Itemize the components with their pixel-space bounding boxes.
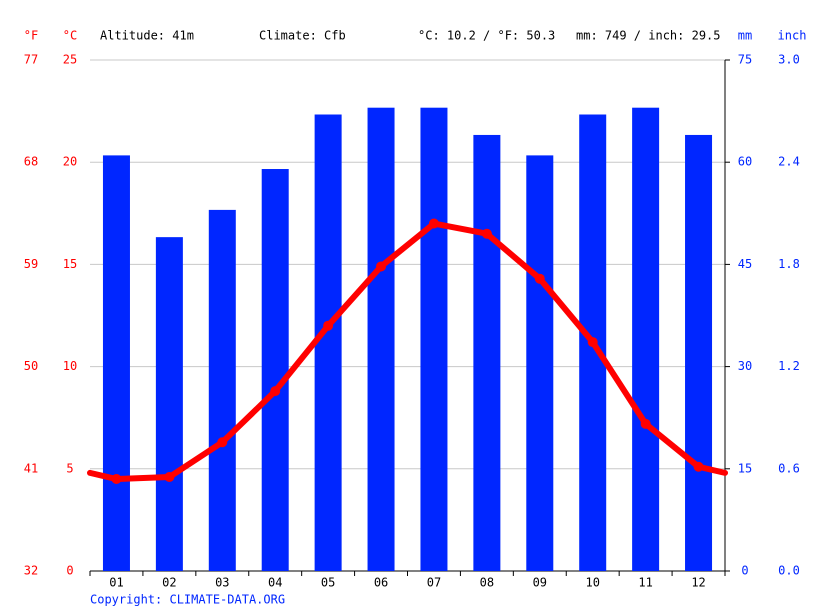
y-tick-label: 0 xyxy=(66,564,73,578)
point xyxy=(376,261,387,272)
bar xyxy=(685,134,713,572)
y2-tick-label: 2.4 xyxy=(778,155,800,169)
y-tick-label: 5 xyxy=(66,461,73,475)
x-tick-label: 01 xyxy=(109,576,123,590)
axis-unit: °F xyxy=(24,29,38,43)
y-tick-label: 32 xyxy=(24,564,38,578)
precip-total: mm: 749 / inch: 29.5 xyxy=(576,29,721,43)
x-tick-label: 10 xyxy=(585,576,599,590)
y-tick-label: 20 xyxy=(63,155,77,169)
point xyxy=(323,320,334,331)
y2-tick-label: 30 xyxy=(738,359,752,373)
y2-tick-label: 1.2 xyxy=(778,359,800,373)
axis-unit: °C xyxy=(63,29,77,43)
y-tick-label: 25 xyxy=(63,53,77,67)
y-tick-label: 50 xyxy=(24,359,38,373)
bar xyxy=(473,134,501,572)
temp-line xyxy=(116,220,701,483)
point xyxy=(534,273,545,284)
copyright: Copyright: CLIMATE-DATA.ORG xyxy=(90,593,285,607)
point xyxy=(217,437,228,448)
bar xyxy=(155,237,183,571)
bar xyxy=(261,169,289,571)
x-tick-label: 09 xyxy=(533,576,547,590)
y-tick-label: 68 xyxy=(24,155,38,169)
axis-unit: inch xyxy=(778,29,807,43)
point xyxy=(640,418,651,429)
temp-avg: °C: 10.2 / °F: 50.3 xyxy=(418,29,555,43)
x-tick-label: 08 xyxy=(480,576,494,590)
y2-tick-label: 0 xyxy=(741,564,748,578)
y2-tick-label: 3.0 xyxy=(778,53,800,67)
x-tick-label: 11 xyxy=(638,576,652,590)
axis-unit: mm xyxy=(738,29,752,43)
y-tick-label: 10 xyxy=(63,359,77,373)
bar xyxy=(526,155,554,572)
x-tick-label: 07 xyxy=(427,576,441,590)
point xyxy=(270,386,281,397)
point xyxy=(428,218,439,229)
bar xyxy=(208,209,236,572)
y2-tick-label: 0.0 xyxy=(778,564,800,578)
y2-tick-label: 1.8 xyxy=(778,257,800,271)
bar xyxy=(314,114,342,572)
point xyxy=(587,337,598,348)
y-tick-label: 59 xyxy=(24,257,38,271)
x-tick-label: 04 xyxy=(268,576,282,590)
y2-tick-label: 45 xyxy=(738,257,752,271)
bar xyxy=(632,107,660,572)
point xyxy=(111,474,122,485)
altitude: Altitude: 41m xyxy=(100,29,194,43)
point xyxy=(693,461,704,472)
x-tick-label: 12 xyxy=(691,576,705,590)
x-tick-label: 06 xyxy=(374,576,388,590)
x-tick-label: 02 xyxy=(162,576,176,590)
y-tick-label: 41 xyxy=(24,461,38,475)
climate: Climate: Cfb xyxy=(259,29,346,43)
bar xyxy=(367,107,395,572)
x-tick-label: 05 xyxy=(321,576,335,590)
y2-tick-label: 60 xyxy=(738,155,752,169)
bar xyxy=(102,155,130,572)
point xyxy=(481,228,492,239)
y2-tick-label: 0.6 xyxy=(778,461,800,475)
point xyxy=(164,471,175,482)
y-tick-label: 15 xyxy=(63,257,77,271)
y-tick-label: 77 xyxy=(24,53,38,67)
x-tick-label: 03 xyxy=(215,576,229,590)
y2-tick-label: 75 xyxy=(738,53,752,67)
y2-tick-label: 15 xyxy=(738,461,752,475)
bar xyxy=(420,107,448,572)
